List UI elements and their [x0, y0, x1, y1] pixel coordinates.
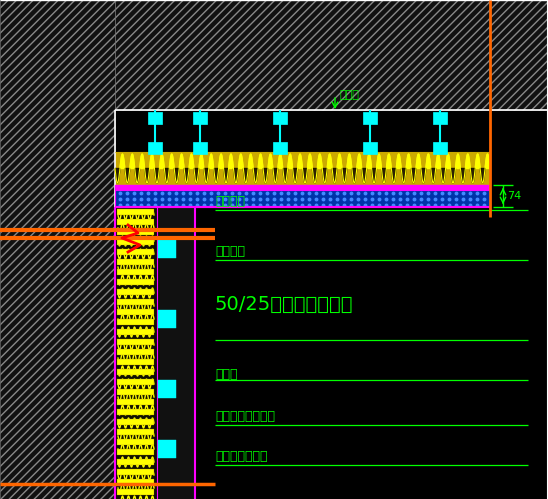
Bar	[117, 429, 154, 435]
Bar	[117, 319, 154, 325]
Text: 宽频带隔声结构: 宽频带隔声结构	[215, 450, 267, 463]
Bar	[433, 142, 447, 154]
Bar	[158, 440, 176, 458]
Bar	[117, 269, 154, 275]
Bar	[117, 339, 154, 345]
Bar	[115, 152, 490, 185]
Bar	[117, 229, 154, 235]
Bar	[117, 479, 154, 485]
Bar	[433, 112, 447, 124]
Bar	[115, 190, 490, 207]
Text: 隔声吹顶: 隔声吹顶	[215, 245, 245, 258]
Bar	[117, 379, 154, 385]
Text: 隔音栓: 隔音栓	[340, 90, 360, 100]
Bar	[117, 359, 154, 365]
Bar	[117, 209, 154, 215]
Bar	[117, 249, 154, 255]
Bar	[117, 369, 154, 375]
Bar	[117, 449, 154, 455]
Text: 垃质复合隔声结构: 垃质复合隔声结构	[215, 410, 275, 423]
Bar	[117, 299, 154, 305]
Bar	[117, 459, 154, 465]
Bar	[155, 207, 195, 499]
Bar	[148, 112, 162, 124]
Bar	[117, 279, 154, 285]
Bar	[117, 309, 154, 315]
Bar	[158, 310, 176, 328]
Bar	[117, 389, 154, 395]
Bar	[116, 207, 154, 499]
Bar	[117, 399, 154, 405]
Bar	[273, 142, 287, 154]
Bar	[117, 219, 154, 225]
Bar	[363, 142, 377, 154]
Bar	[193, 112, 207, 124]
Bar	[117, 349, 154, 355]
Bar	[117, 329, 154, 335]
Text: 74: 74	[507, 191, 521, 201]
Bar	[117, 239, 154, 245]
Bar	[363, 112, 377, 124]
Bar	[117, 489, 154, 495]
Text: 结构墙: 结构墙	[215, 368, 237, 381]
Bar	[158, 380, 176, 398]
Bar	[273, 112, 287, 124]
Bar	[115, 185, 490, 190]
Bar	[193, 142, 207, 154]
Bar	[117, 419, 154, 425]
Text: 50/25厚无机膏声喙涂: 50/25厚无机膏声喙涂	[215, 295, 353, 314]
Bar	[115, 0, 548, 110]
Bar	[158, 240, 176, 258]
Bar	[117, 469, 154, 475]
Bar	[117, 409, 154, 415]
Bar	[117, 259, 154, 265]
Bar	[0, 0, 115, 499]
Text: 结构楼板: 结构楼板	[215, 195, 245, 208]
Bar	[117, 439, 154, 445]
Bar	[148, 142, 162, 154]
Bar	[117, 289, 154, 295]
